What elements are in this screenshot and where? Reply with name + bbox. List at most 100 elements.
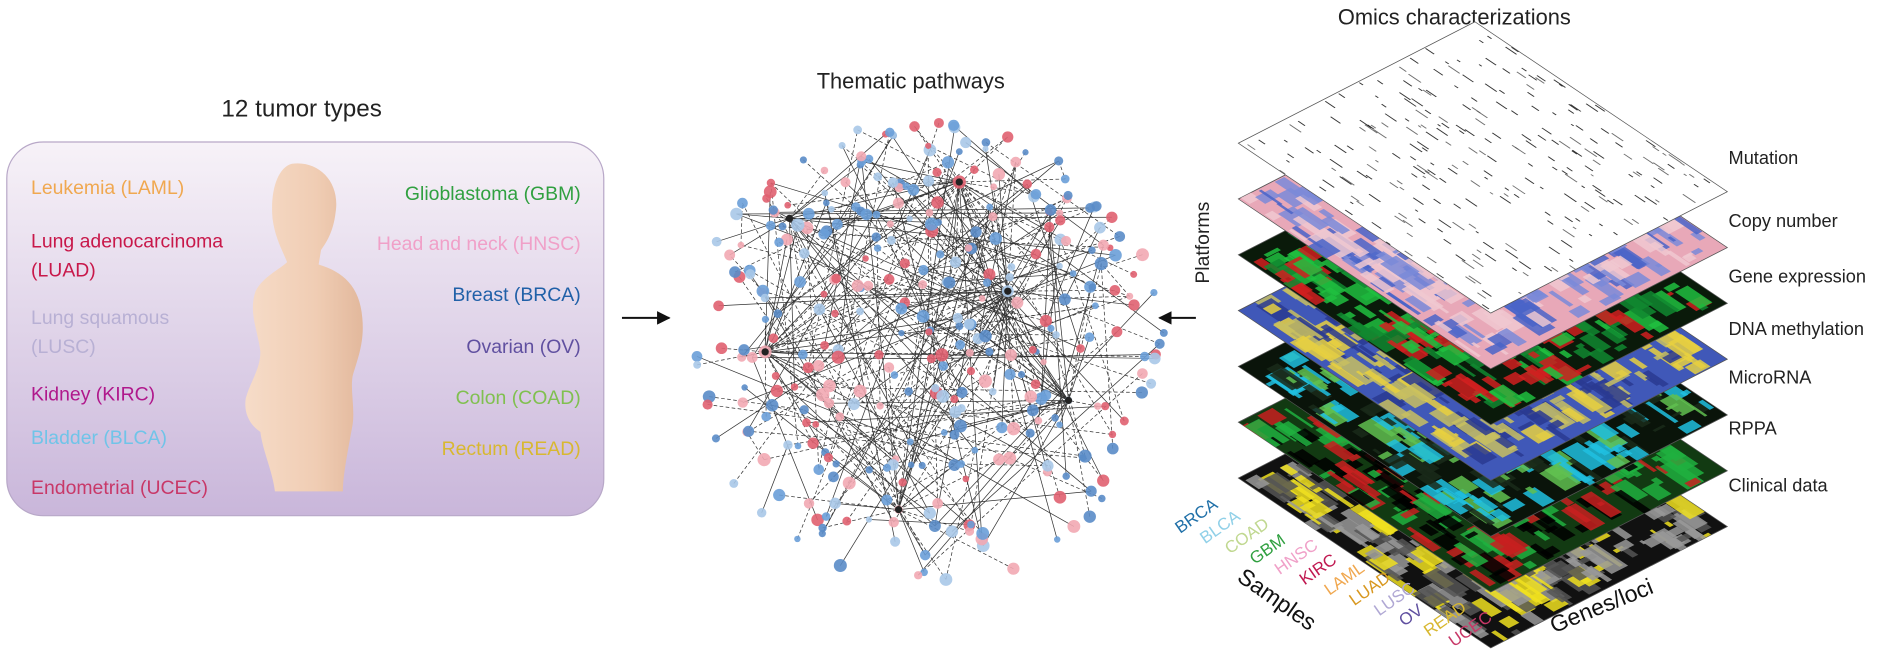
- edge: [982, 400, 1069, 546]
- edge: [1054, 417, 1104, 481]
- layer-cell: [1377, 451, 1393, 460]
- layer-cell: [1531, 575, 1556, 591]
- edge: [868, 331, 930, 471]
- layer-cell: [1396, 398, 1405, 404]
- layer-cell: [1421, 346, 1444, 360]
- layer-cell: [1661, 492, 1705, 520]
- layer-cell: [1654, 199, 1660, 203]
- layer-cell: [1385, 439, 1409, 453]
- layer-cell: [1304, 518, 1325, 531]
- layer-cell: [1410, 532, 1442, 552]
- layer-cell: [1454, 572, 1487, 593]
- layer-cell: [1424, 109, 1432, 115]
- node: [771, 371, 780, 380]
- edge: [718, 290, 1008, 307]
- layer-cell: [1351, 427, 1370, 439]
- layer-cell: [1524, 486, 1538, 495]
- layer-cell: [1592, 184, 1602, 192]
- edge: [951, 343, 1160, 532]
- layer-cell: [1593, 151, 1605, 159]
- layer-cell: [1464, 129, 1475, 137]
- layer-cell: [1341, 176, 1355, 186]
- node: [1060, 235, 1072, 247]
- node: [919, 549, 931, 561]
- layer-cell: [1264, 210, 1282, 221]
- layer-cell: [1521, 134, 1532, 141]
- layer-cell: [1304, 147, 1315, 154]
- tumor-type: (LUSC): [31, 336, 96, 358]
- layer-cell: [1318, 208, 1335, 219]
- layer-cell: [1292, 184, 1328, 206]
- layer-cell: [1652, 424, 1666, 432]
- node: [1159, 328, 1168, 337]
- layer-cell: [1339, 176, 1352, 185]
- node: [803, 498, 815, 509]
- node: [729, 479, 739, 488]
- node: [970, 165, 979, 174]
- node: [738, 344, 750, 356]
- layer-cell: [1482, 241, 1495, 250]
- layer-cell: [1322, 179, 1335, 188]
- edge: [1068, 400, 1098, 407]
- layer-cell: [1346, 458, 1364, 470]
- layer-cell: [1690, 247, 1704, 256]
- layer-cell: [1289, 124, 1302, 133]
- edge: [716, 218, 790, 243]
- layer-cell: [1409, 143, 1423, 153]
- node: [886, 235, 896, 245]
- node: [949, 256, 962, 268]
- layer-cell: [1409, 57, 1419, 64]
- layer-cell: [1483, 170, 1493, 177]
- layer-cell: [1456, 59, 1461, 63]
- layer-cell: [1415, 492, 1452, 517]
- layer-cell: [1398, 92, 1411, 101]
- node: [1078, 449, 1092, 463]
- edge: [709, 396, 805, 411]
- node: [813, 464, 825, 475]
- layer-cell: [1526, 84, 1535, 90]
- node: [978, 295, 986, 302]
- node: [1003, 451, 1017, 465]
- edge: [985, 142, 1120, 237]
- layer-cell: [1677, 419, 1702, 434]
- layer-cell: [1370, 415, 1395, 431]
- layer-cell: [1610, 443, 1627, 454]
- layer-cell: [1445, 141, 1452, 146]
- node: [960, 136, 972, 149]
- layer-cell: [1427, 169, 1436, 176]
- layer-cell: [1359, 119, 1372, 129]
- edge: [789, 218, 955, 400]
- node: [702, 399, 713, 410]
- node: [799, 248, 810, 259]
- layer-cell: [1318, 186, 1327, 192]
- node: [1076, 344, 1085, 353]
- layer-cell: [1663, 282, 1681, 292]
- layer-cell: [1535, 77, 1545, 84]
- node: [823, 453, 834, 463]
- layer-cell: [1548, 246, 1561, 255]
- layer-cell: [1644, 376, 1660, 386]
- edge: [789, 218, 976, 451]
- edge: [1007, 291, 1034, 350]
- node: [920, 568, 928, 577]
- node: [832, 460, 840, 468]
- node: [918, 264, 929, 276]
- layer-cell: [1461, 503, 1496, 526]
- node: [1011, 296, 1024, 309]
- node: [886, 220, 894, 228]
- layer-cell: [1422, 175, 1427, 179]
- layer-cell: [1308, 238, 1341, 259]
- node: [909, 121, 920, 132]
- hub: [761, 348, 769, 356]
- layer-cell: [1703, 178, 1711, 184]
- layer-cell: [1433, 586, 1471, 610]
- layer-cell: [1317, 287, 1350, 307]
- layer-cell: [1580, 567, 1604, 581]
- node: [1044, 204, 1057, 216]
- edge: [930, 290, 1008, 331]
- edge: [1007, 291, 1036, 385]
- node: [976, 527, 990, 540]
- layer-cell: [1544, 211, 1551, 216]
- layer-cell: [1406, 232, 1414, 238]
- layer-cell: [1468, 275, 1482, 285]
